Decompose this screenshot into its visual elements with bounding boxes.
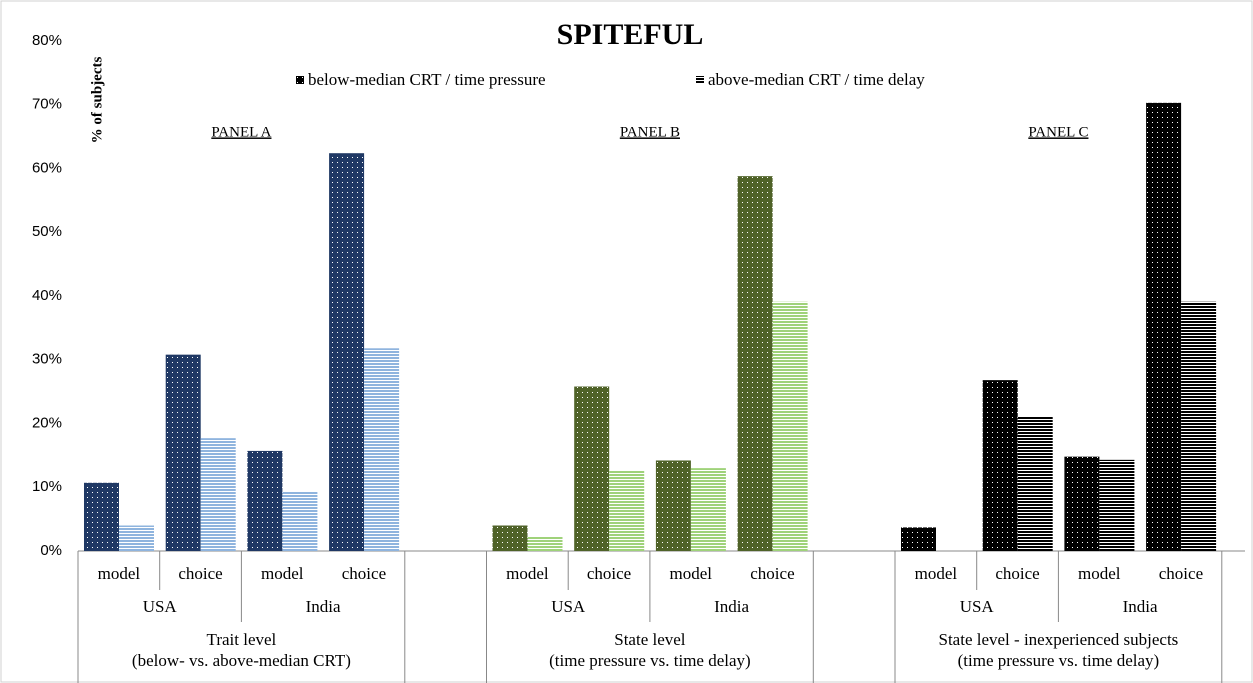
bar: [200, 438, 236, 551]
bar: [1181, 301, 1217, 551]
panel-label: PANEL B: [620, 124, 680, 140]
x-tick-label: choice: [178, 564, 222, 583]
bar: [1064, 456, 1100, 551]
x-tick-label: model: [98, 564, 141, 583]
legend-label: above-median CRT / time delay: [708, 70, 925, 89]
bar: [527, 536, 563, 551]
y-tick-label: 70%: [32, 96, 62, 113]
bar: [574, 386, 610, 551]
y-tick-label: 20%: [32, 414, 62, 431]
bar: [1146, 102, 1182, 552]
chart-title: SPITEFUL: [557, 18, 704, 51]
bar: [737, 176, 773, 551]
group-label: (below- vs. above-median CRT): [132, 651, 351, 670]
x-tick-label: model: [670, 564, 713, 583]
group-label: State level - inexperienced subjects: [939, 630, 1179, 649]
country-label: USA: [143, 597, 178, 616]
bar: [364, 348, 400, 551]
y-tick-label: 80%: [32, 32, 62, 49]
bar: [282, 491, 318, 551]
bar: [119, 525, 154, 551]
legend-label: below-median CRT / time pressure: [308, 70, 546, 89]
country-label: India: [714, 597, 749, 616]
x-tick-label: choice: [1159, 564, 1203, 583]
bar: [690, 468, 726, 551]
country-label: India: [1123, 597, 1158, 616]
x-tick-label: model: [1078, 564, 1121, 583]
y-tick-label: 40%: [32, 287, 62, 304]
country-label: USA: [551, 597, 586, 616]
x-tick-label: choice: [750, 564, 794, 583]
bar: [247, 450, 283, 551]
panel-label: PANEL A: [211, 124, 271, 140]
x-tick-label: model: [261, 564, 304, 583]
x-tick-label: choice: [342, 564, 386, 583]
bar: [329, 153, 365, 551]
bar: [609, 470, 645, 551]
country-label: USA: [960, 597, 995, 616]
bar: [1017, 416, 1053, 551]
legend-swatch: [296, 76, 304, 84]
x-tick-label: choice: [587, 564, 631, 583]
bar: [901, 527, 936, 551]
group-label: Trait level: [207, 630, 277, 649]
bar: [1099, 459, 1135, 551]
y-tick-label: 0%: [40, 542, 62, 559]
x-tick-label: model: [915, 564, 958, 583]
bar: [492, 525, 528, 551]
x-tick-label: choice: [995, 564, 1039, 583]
y-tick-label: 60%: [32, 159, 62, 176]
x-tick-label: model: [506, 564, 549, 583]
bar: [655, 460, 691, 551]
y-tick-label: 10%: [32, 478, 62, 495]
bar: [165, 354, 201, 551]
panel-label: PANEL C: [1028, 124, 1088, 140]
y-tick-label: 30%: [32, 351, 62, 368]
bar: [772, 301, 808, 551]
group-label: (time pressure vs. time delay): [549, 651, 751, 670]
group-label: State level: [614, 630, 686, 649]
country-label: India: [306, 597, 341, 616]
legend-swatch: [696, 76, 704, 84]
y-tick-label: 50%: [32, 223, 62, 240]
group-label: (time pressure vs. time delay): [958, 651, 1160, 670]
y-axis-label: % of subjects: [89, 57, 105, 144]
bar: [84, 482, 119, 551]
bar: [982, 380, 1018, 551]
